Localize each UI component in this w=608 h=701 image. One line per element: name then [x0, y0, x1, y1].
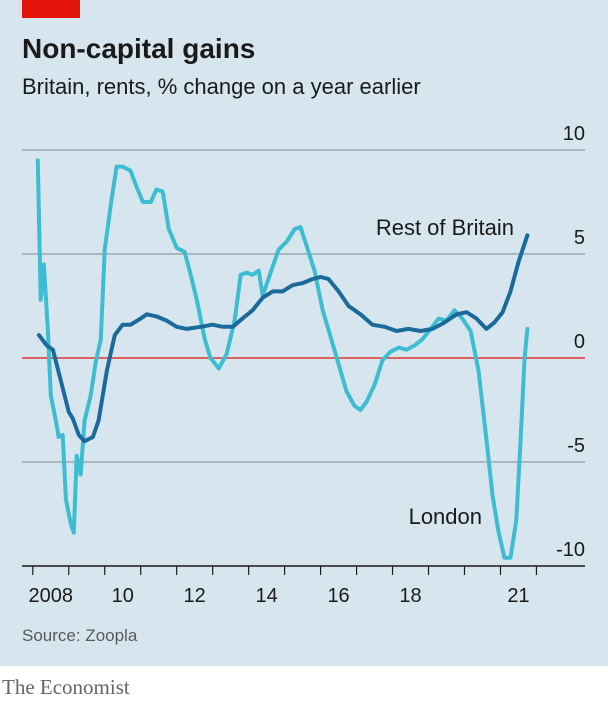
y-tick-label: 10 [563, 123, 585, 145]
y-tick-label: 0 [574, 331, 585, 353]
chart-subtitle: Britain, rents, % change on a year earli… [22, 74, 421, 99]
y-tick-label: -5 [567, 435, 585, 457]
series-label: Rest of Britain [376, 215, 514, 240]
y-tick-label: 5 [574, 227, 585, 249]
brand: The Economist [2, 675, 130, 699]
x-tick-label: 2008 [29, 585, 74, 607]
source: Source: Zoopla [22, 626, 138, 645]
red-tag [22, 0, 80, 18]
chart-title: Non-capital gains [22, 33, 255, 64]
x-tick-label: 16 [327, 585, 349, 607]
x-tick-label: 21 [507, 585, 529, 607]
series-line [36, 233, 530, 444]
y-tick-label: -10 [556, 539, 585, 561]
x-tick-label: 14 [256, 585, 278, 607]
series-label: London [409, 504, 482, 529]
x-tick-label: 18 [399, 585, 421, 607]
x-tick-label: 10 [112, 585, 134, 607]
x-tick-label: 12 [184, 585, 206, 607]
